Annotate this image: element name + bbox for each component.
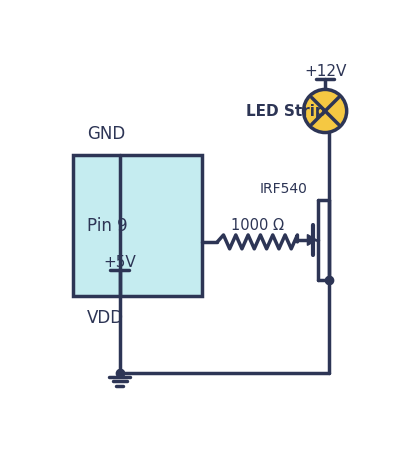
Text: GND: GND (87, 125, 125, 143)
Bar (73, 156, 201, 296)
Text: Pin 9: Pin 9 (87, 217, 128, 235)
Text: IRF540: IRF540 (259, 182, 307, 196)
Polygon shape (307, 235, 316, 246)
Text: LED Strip: LED Strip (245, 104, 325, 119)
Text: +12V: +12V (303, 64, 345, 78)
Text: +5V: +5V (103, 254, 136, 269)
Text: 1000 Ω: 1000 Ω (230, 218, 283, 233)
Circle shape (303, 90, 346, 133)
Text: VDD: VDD (87, 308, 124, 327)
